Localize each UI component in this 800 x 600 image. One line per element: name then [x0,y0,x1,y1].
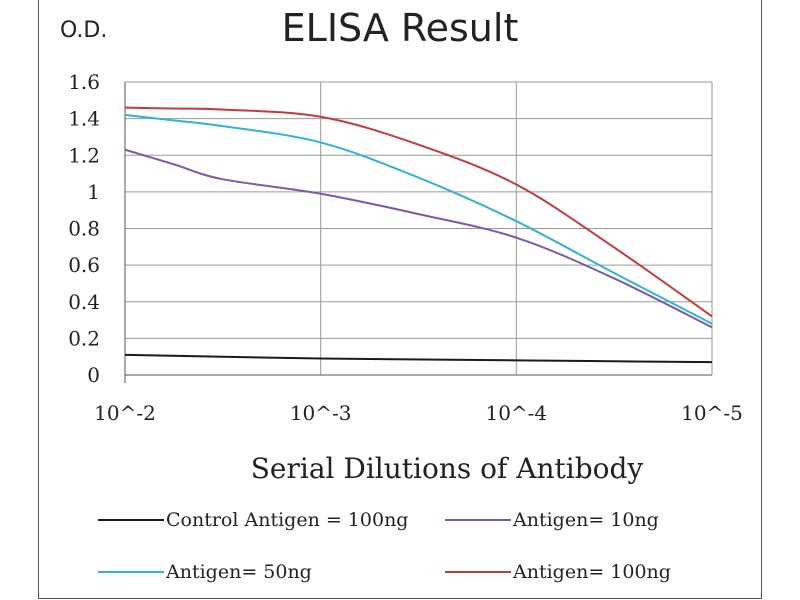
y-tick-label: 0 [87,363,100,387]
series-lines [124,106,713,364]
chart-frame [38,0,762,599]
series-line-0 [124,353,713,364]
x-tick-label: 10^-5 [681,401,743,425]
y-tick-label: 0.4 [68,290,100,314]
y-tick-label: 0.2 [68,326,100,350]
x-tick-labels: 10^-2 10^-3 10^-4 10^-5 [94,401,743,425]
grid [124,81,713,376]
y-tick-label: 1.6 [68,70,100,94]
series-line-1 [124,148,713,329]
legend: Control Antigen = 100ng Antigen= 10ng Anti… [98,509,671,583]
y-axis-label: O.D. [60,18,108,43]
axes [124,82,712,383]
y-tick-label: 1 [87,180,100,204]
x-axis-label: Serial Dilutions of Antibody [251,452,644,485]
y-tick-label: 0.6 [68,253,100,277]
y-tick-label: 1.2 [68,143,100,167]
x-tick-label: 10^-4 [485,401,547,425]
legend-label: Antigen= 100ng [512,561,671,583]
chart-title: ELISA Result [281,6,519,50]
y-tick-labels: 0 0.2 0.4 0.6 0.8 1 1.2 1.4 1.6 [68,70,100,387]
y-tick-label: 0.8 [68,217,100,241]
x-tick-label: 10^-2 [94,401,156,425]
series-line-2 [124,113,713,325]
legend-label: Antigen= 10ng [512,509,659,531]
x-tick-label: 10^-3 [290,401,352,425]
legend-label: Antigen= 50ng [165,561,312,583]
series-line-3 [124,106,713,318]
y-tick-label: 1.4 [68,107,100,131]
legend-label: Control Antigen = 100ng [166,509,408,531]
